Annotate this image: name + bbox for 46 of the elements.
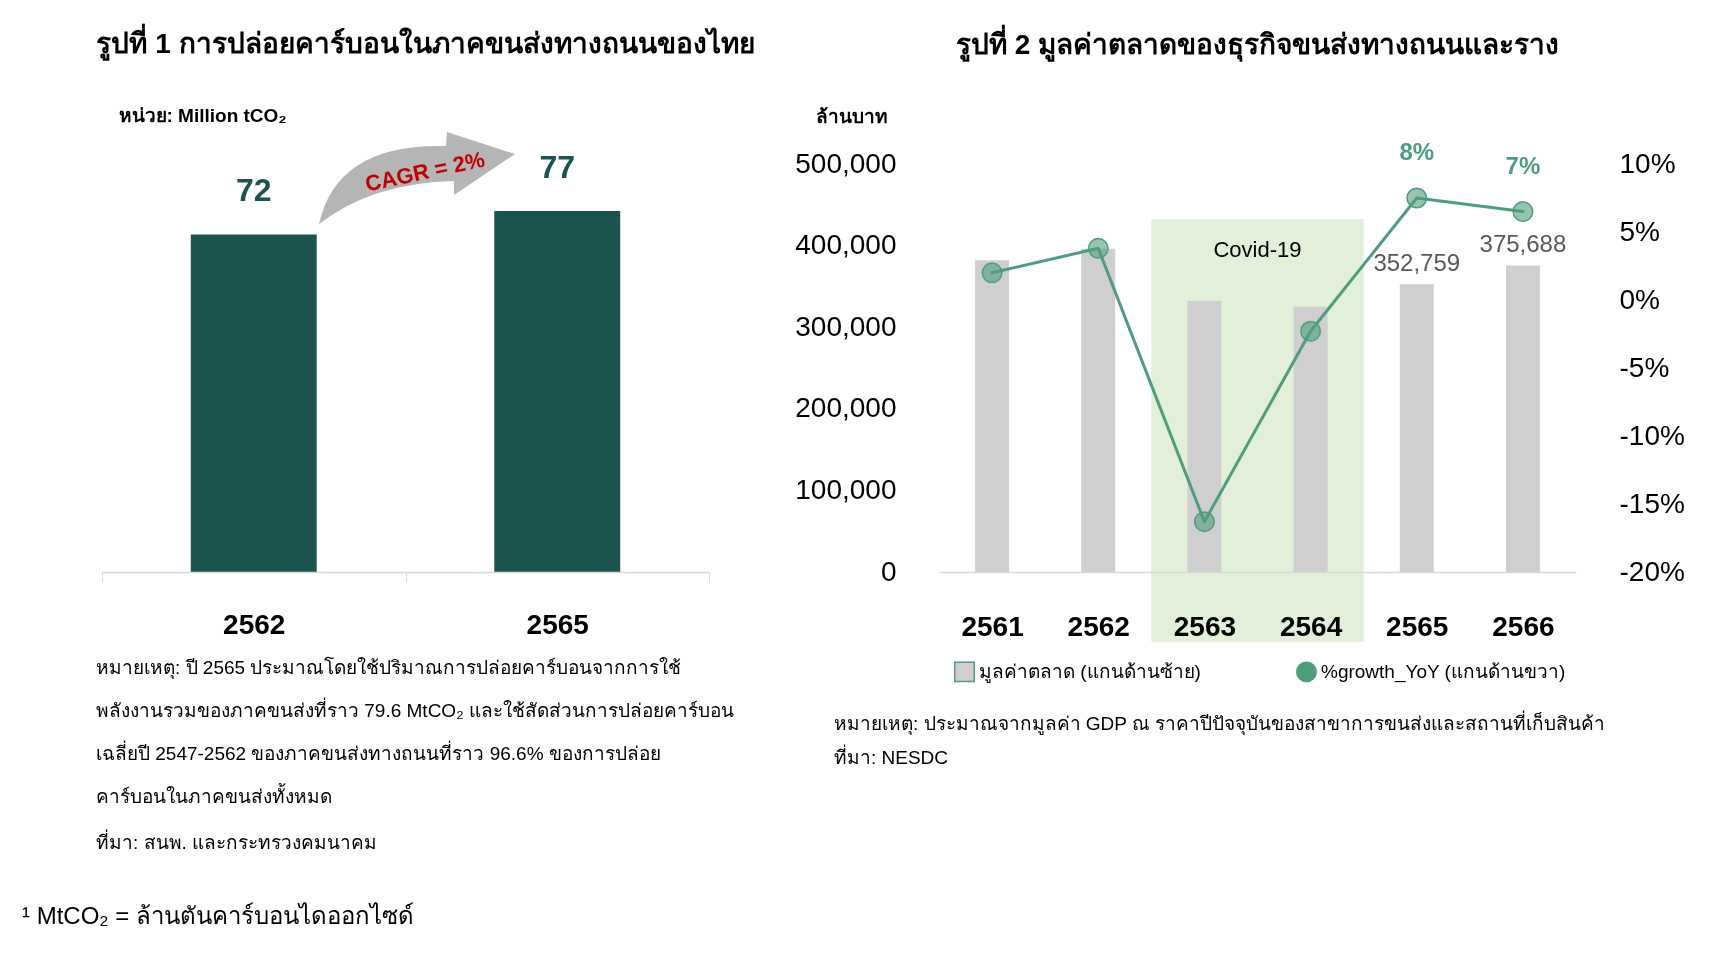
y-axis-title: ล้านบาท [815,105,888,127]
text: ที่มา: NESDC [834,744,949,768]
point [1300,320,1322,342]
text: หมายเหตุ: ประมาณจากมูลค่า GDP ณ ราคาปีปัจจุบันของสาขาการขนส่งและสถานที่เก็บสินค้า [834,710,1606,736]
legend-label: มูลค่าตลาด (แกนด้านซ้าย) [979,660,1201,683]
text: ที่มา: สนพ. และกระทรวงคมนาคม [96,829,378,853]
chart-title: รูปที่ 1 การปล่อยคาร์บอนในภาคขนส่งทางถนนของไทย [96,23,755,61]
point [1406,187,1428,209]
y-tick-label: 100,000 [795,473,897,505]
data-label: 352,759 [1373,249,1461,277]
y-axis-title: หน่วย: Million tCO₂ [118,104,287,126]
point [1193,511,1215,533]
x-tick-label: 2566 [1492,610,1555,642]
x-tick-label: 2565 [526,608,589,640]
y-tick-label: 0 [880,555,897,587]
x-tick-label: 2564 [1279,610,1343,642]
x-tick-label: 2562 [1067,610,1130,642]
y-tick-label: 200,000 [795,392,897,424]
text: หมายเหตุ: ปี 2565 ประมาณโดยใช้ปริมาณการปล่อยคาร์บอนจากการใช้ พลังงานรวมของภาคขนส่งที่ราว 79.6 MtCO₂ และใช้สัดส่วนการปล่อยคาร์บอน เฉลี่ยปี 2547-2562 ของภาคขนส่งทางถนนที่ราว 96.6% ของการปล่อย คาร์บอนในภาคขนส่งทั้งหมด [96,656,734,807]
point [1512,201,1534,223]
point [1087,237,1109,259]
y2-tick-label: -15% [1619,487,1685,519]
y2-tick-label: -5% [1619,351,1670,383]
y-tick-label: 300,000 [795,310,897,342]
data-label: 72 [235,172,272,209]
data-label: 7% [1505,151,1541,179]
text: ¹ MtCO₂ = ล้านตันคาร์บอนไดออกไซด์ [22,902,414,929]
y2-tick-label: 0% [1619,283,1660,315]
data-label: 8% [1399,138,1435,165]
text: CAGR = 2% [362,146,487,197]
x-tick-label: 2562 [223,608,286,640]
chart-title: รูปที่ 2 มูลค่าตลาดของธุรกิจขนส่งทางถนนและราง [955,24,1560,62]
x-tick-label: 2561 [961,610,1024,642]
data-label: 375,688 [1479,230,1567,258]
x-tick-label: 2565 [1386,610,1449,642]
y2-tick-label: 5% [1619,215,1660,247]
data-label: 77 [539,148,576,185]
point [981,262,1003,284]
legend-label: %growth_YoY (แกนด้านขวา) [1321,660,1566,683]
band-label: Covid-19 [1213,237,1302,262]
y2-tick-label: 10% [1619,147,1676,179]
y2-tick-label: -20% [1619,555,1685,587]
y2-tick-label: -10% [1619,419,1685,451]
y-tick-label: 400,000 [795,229,897,261]
y-tick-label: 500,000 [795,147,897,179]
x-tick-label: 2563 [1173,610,1237,642]
